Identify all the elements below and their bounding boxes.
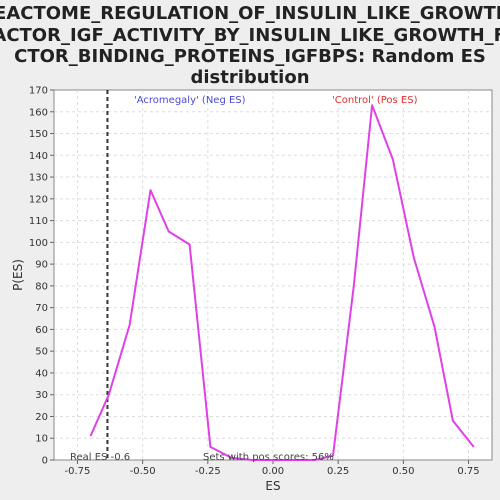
y-tick-label: 80 xyxy=(35,281,48,292)
y-tick-label: 0 xyxy=(42,456,48,467)
chart-title-line-3: CTOR_BINDING_PROTEINS_IGFBPS: Random ES xyxy=(14,46,486,67)
y-tick-label: 160 xyxy=(29,107,48,118)
chart-title: REACTOME_REGULATION_OF_INSULIN_LIKE_GROW… xyxy=(0,3,500,88)
y-tick-label: 30 xyxy=(35,390,48,401)
y-tick-label: 10 xyxy=(35,434,48,445)
y-tick-label: 150 xyxy=(29,129,48,140)
chart-title-line-4: distribution xyxy=(190,67,309,88)
y-tick-label: 140 xyxy=(29,151,48,162)
x-tick-label: -0.25 xyxy=(195,466,221,477)
y-tick-label: 110 xyxy=(29,216,48,227)
x-tick-label: 0.50 xyxy=(392,466,414,477)
grid xyxy=(54,90,492,460)
y-tick-label: 40 xyxy=(35,368,48,379)
series-line xyxy=(89,104,475,461)
y-tick-label: 170 xyxy=(29,86,48,97)
y-tick-label: 100 xyxy=(29,238,48,249)
y-tick-label: 120 xyxy=(29,194,48,205)
y-axis-ticks: 0 10 20 30 40 50 60 70 80 90 100 110 120 130 140 150 160… xyxy=(29,86,54,467)
chart-title-line-1: REACTOME_REGULATION_OF_INSULIN_LIKE_GROW… xyxy=(0,3,500,24)
y-tick-label: 50 xyxy=(35,347,48,358)
y-tick-label: 60 xyxy=(35,325,48,336)
real-es-label: Real ES -0.6 xyxy=(70,452,130,463)
y-tick-label: 90 xyxy=(35,260,48,271)
x-tick-label: 0.25 xyxy=(327,466,349,477)
y-tick-label: 20 xyxy=(35,412,48,423)
pos-scores-label: Sets with pos scores: 56% xyxy=(203,452,334,463)
x-axis-ticks: -0.75 -0.50 -0.25 0.00 0.25 0.50 0.75 xyxy=(65,460,480,477)
neg-es-label: 'Acromegaly' (Neg ES) xyxy=(134,95,246,106)
x-tick-label: -0.75 xyxy=(65,466,91,477)
chart-title-line-2: FACTOR_IGF_ACTIVITY_BY_INSULIN_LIKE_GROW… xyxy=(0,25,500,46)
y-tick-label: 70 xyxy=(35,303,48,314)
y-tick-label: 130 xyxy=(29,173,48,184)
x-axis-label: ES xyxy=(265,479,280,493)
x-tick-label: -0.50 xyxy=(130,466,156,477)
x-tick-label: 0.75 xyxy=(457,466,479,477)
x-tick-label: 0.00 xyxy=(262,466,284,477)
pos-es-label: 'Control' (Pos ES) xyxy=(332,95,418,106)
y-axis-label: P(ES) xyxy=(11,259,25,291)
